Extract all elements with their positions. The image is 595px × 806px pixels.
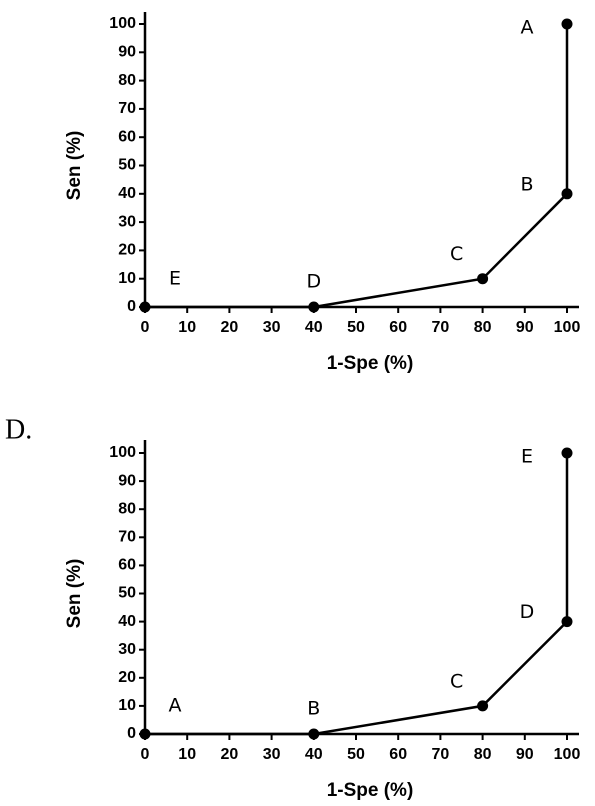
x-tick-label: 50	[347, 319, 365, 336]
y-tick-label: 80	[118, 72, 136, 89]
point-label: B	[520, 173, 533, 195]
point	[561, 188, 573, 200]
y-tick-label: 20	[118, 669, 136, 686]
y-tick-label: 0	[127, 725, 136, 742]
point-label: A	[521, 17, 534, 39]
y-tick-label: 40	[118, 613, 136, 630]
x-tick-label: 60	[389, 746, 407, 763]
point-label: D	[306, 271, 321, 293]
x-tick-label: 30	[263, 746, 281, 763]
y-tick-label: 10	[118, 270, 136, 287]
point	[477, 700, 489, 712]
x-axis-label: 1-Spe (%)	[327, 353, 414, 374]
point	[308, 301, 320, 313]
point-label: C	[450, 243, 463, 265]
x-tick-label: 100	[554, 319, 581, 336]
x-tick-label: 100	[554, 746, 581, 763]
x-tick-label: 10	[178, 319, 196, 336]
y-axis-label: Sen (%)	[64, 559, 85, 629]
x-tick-label: 0	[141, 319, 150, 336]
y-tick-label: 20	[118, 242, 136, 259]
point-label: C	[450, 670, 463, 692]
point-label: E	[169, 268, 181, 290]
y-tick-label: 30	[118, 213, 136, 230]
y-tick-label: 10	[118, 697, 136, 714]
x-tick-label: 20	[221, 319, 239, 336]
x-axis-label: 1-Spe (%)	[327, 780, 414, 801]
y-tick-label: 90	[118, 44, 136, 61]
y-tick-label: 50	[118, 157, 136, 174]
y-tick-label: 90	[118, 472, 136, 489]
x-tick-label: 80	[474, 319, 492, 336]
y-tick-label: 80	[118, 500, 136, 517]
panel-label: D.	[5, 414, 32, 445]
x-tick-label: 20	[221, 746, 239, 763]
point-label: A	[169, 695, 182, 717]
x-tick-label: 0	[141, 746, 150, 763]
point	[477, 273, 489, 285]
x-tick-label: 50	[347, 746, 365, 763]
x-tick-label: 30	[263, 319, 281, 336]
point	[561, 447, 573, 459]
point	[139, 301, 151, 313]
x-tick-label: 40	[305, 319, 323, 336]
x-tick-label: 40	[305, 746, 323, 763]
x-tick-label: 80	[474, 746, 492, 763]
point-label: B	[307, 698, 320, 720]
y-axis-label: Sen (%)	[64, 131, 85, 201]
y-tick-label: 100	[109, 444, 136, 461]
x-tick-label: 90	[516, 746, 534, 763]
x-tick-label: 70	[432, 319, 450, 336]
point	[139, 728, 151, 740]
y-tick-label: 50	[118, 585, 136, 602]
x-tick-label: 60	[389, 319, 407, 336]
line	[145, 453, 569, 736]
y-tick-label: 60	[118, 128, 136, 145]
y-tick-label: 30	[118, 641, 136, 658]
y-tick-label: 40	[118, 185, 136, 202]
point	[308, 728, 320, 740]
x-tick-label: 70	[432, 746, 450, 763]
point	[561, 18, 573, 30]
y-tick-label: 60	[118, 557, 136, 574]
point-label: E	[521, 446, 533, 468]
line	[145, 24, 569, 309]
point-label: D	[520, 601, 535, 623]
y-tick-label: 0	[127, 298, 136, 315]
x-tick-label: 90	[516, 319, 534, 336]
y-tick-label: 100	[109, 15, 136, 32]
point	[561, 616, 573, 628]
y-tick-label: 70	[118, 529, 136, 546]
y-tick-label: 70	[118, 100, 136, 117]
x-tick-label: 10	[178, 746, 196, 763]
